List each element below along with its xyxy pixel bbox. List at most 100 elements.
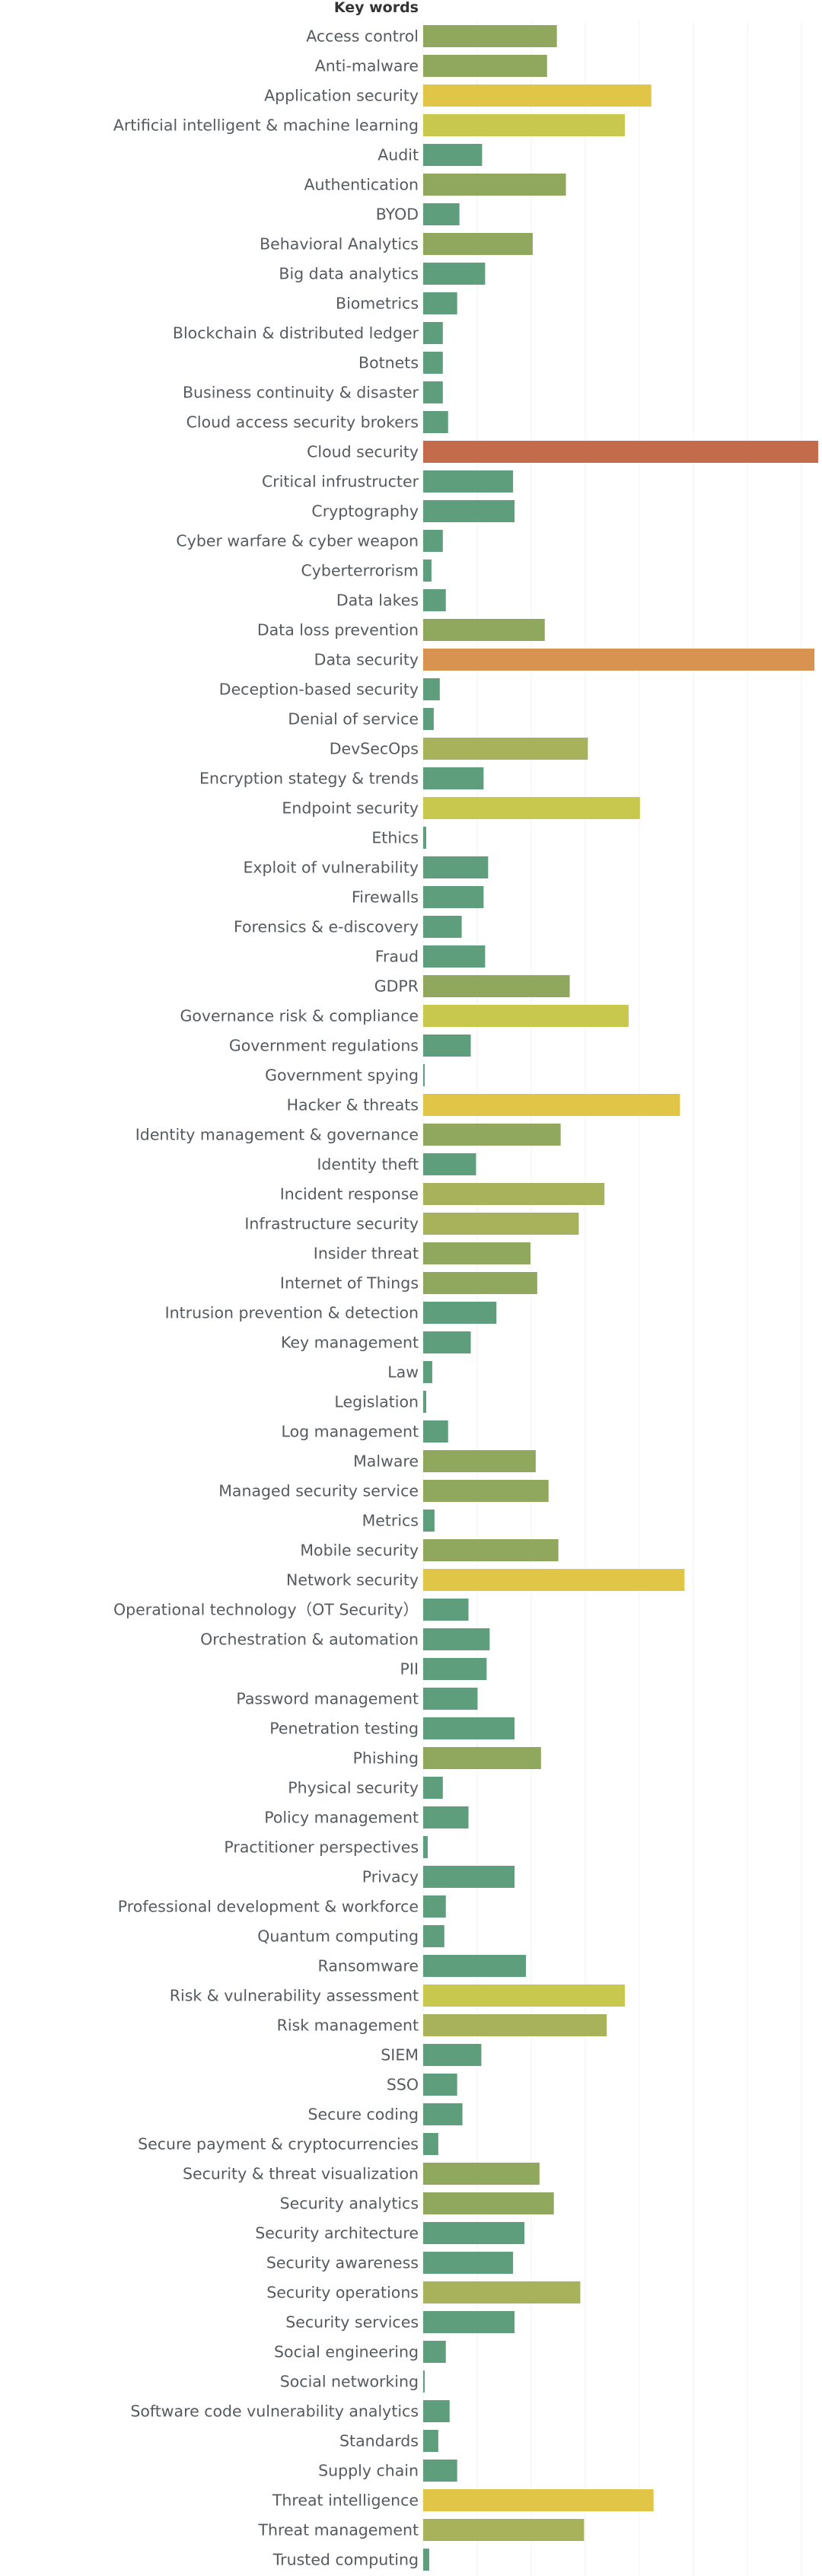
bars	[423, 25, 819, 2571]
bar	[423, 797, 640, 819]
bar	[423, 2281, 581, 2303]
category-label: Threat intelligence	[272, 2492, 419, 2510]
bar	[423, 2074, 457, 2096]
bar	[423, 1331, 471, 1353]
category-label: Government regulations	[229, 1037, 419, 1055]
category-label: Supply chain	[318, 2462, 419, 2480]
bar	[423, 767, 484, 789]
bar	[423, 1420, 448, 1443]
category-label: Biometrics	[336, 295, 419, 313]
bar	[423, 1895, 446, 1918]
category-label: Software code vulnerability analytics	[130, 2402, 419, 2421]
bar	[423, 975, 570, 997]
category-label: Security services	[285, 2313, 419, 2332]
category-label: Data lakes	[336, 591, 419, 610]
bar	[423, 1955, 526, 1977]
category-label: Endpoint security	[282, 799, 419, 818]
bar	[423, 2341, 446, 2363]
category-label: Legislation	[334, 1393, 419, 1411]
category-label: Password management	[236, 1690, 419, 1708]
category-label: Policy management	[264, 1809, 419, 1827]
category-label: Cyber warfare & cyber weapon	[176, 532, 419, 550]
bar	[423, 1628, 490, 1650]
bar	[423, 263, 486, 285]
category-label: Fraud	[375, 948, 419, 966]
bar	[423, 25, 557, 47]
category-label: Identity management & governance	[135, 1126, 419, 1144]
bar	[423, 2460, 457, 2482]
bar	[423, 589, 446, 611]
category-label: Forensics & e-discovery	[234, 918, 419, 936]
category-label: Hacker & threats	[287, 1096, 419, 1114]
category-label: Behavioral Analytics	[260, 235, 419, 253]
category-label: Metrics	[362, 1512, 419, 1530]
category-label: Social engineering	[274, 2343, 419, 2361]
bar	[423, 1450, 536, 1472]
bar	[423, 1658, 487, 1680]
category-label: Access control	[306, 27, 419, 46]
bar	[423, 1717, 515, 1739]
bar	[423, 174, 566, 196]
category-label: Audit	[378, 146, 419, 164]
category-label: Business continuity & disaster	[183, 384, 419, 402]
bar	[423, 1213, 579, 1235]
category-label: Anti-malware	[315, 57, 419, 75]
bar	[423, 1747, 541, 1769]
category-label: SIEM	[381, 2046, 419, 2064]
category-label: Key management	[281, 1334, 419, 1352]
category-label: Data security	[314, 651, 419, 669]
bar	[423, 2252, 514, 2274]
bar	[423, 292, 457, 314]
bar	[423, 2222, 524, 2244]
category-label: Ethics	[371, 829, 419, 847]
category-label: Risk & vulnerability assessment	[170, 1987, 419, 2005]
category-label: Internet of Things	[280, 1274, 419, 1293]
bar	[423, 1094, 680, 1116]
category-label: Botnets	[358, 354, 419, 372]
bar	[423, 114, 625, 136]
category-label: Denial of service	[288, 710, 419, 728]
bar	[423, 2370, 425, 2393]
category-labels: Access control Anti-malware Application se…	[113, 27, 419, 2569]
category-label: Network security	[286, 1571, 419, 1589]
category-label: Law	[387, 1363, 419, 1382]
bar	[423, 945, 486, 968]
category-label: Physical security	[288, 1779, 419, 1797]
bar	[423, 1510, 435, 1532]
category-label: Threat management	[257, 2521, 419, 2539]
category-label: Privacy	[362, 1868, 419, 1886]
bar	[423, 1777, 443, 1799]
category-label: Penetration testing	[269, 1720, 419, 1738]
category-label: Secure payment & cryptocurrencies	[138, 2135, 419, 2154]
bar	[423, 1242, 530, 1264]
bar	[423, 411, 448, 433]
category-label: Standards	[339, 2432, 419, 2450]
bar	[423, 1035, 471, 1057]
bar	[423, 84, 652, 107]
bar	[423, 1361, 432, 1383]
bar	[423, 1836, 428, 1858]
category-label: Orchestration & automation	[200, 1631, 419, 1649]
category-label: Security architecture	[255, 2224, 419, 2243]
category-label: PII	[400, 1660, 419, 1679]
category-label: Encryption stategy & trends	[199, 770, 419, 788]
category-label: Incident response	[280, 1185, 419, 1204]
bar	[423, 2311, 515, 2333]
bar	[423, 381, 443, 403]
bar	[423, 1064, 425, 1086]
category-label: Infrastructure security	[244, 1215, 419, 1233]
category-label: Ransomware	[318, 1957, 419, 1975]
category-label: BYOD	[376, 206, 419, 224]
bar	[423, 1302, 497, 1324]
category-label: Governance risk & compliance	[180, 1007, 419, 1025]
category-label: Cloud security	[307, 443, 419, 461]
bar	[423, 322, 443, 344]
bar	[423, 55, 547, 77]
category-label: Cryptography	[311, 502, 419, 521]
bar	[423, 1806, 469, 1828]
category-label: Operational technology（OT Security）	[113, 1601, 419, 1619]
category-label: Risk management	[277, 2016, 419, 2035]
bar	[423, 886, 484, 908]
category-label: Deception-based security	[219, 681, 419, 699]
bar	[423, 233, 533, 255]
